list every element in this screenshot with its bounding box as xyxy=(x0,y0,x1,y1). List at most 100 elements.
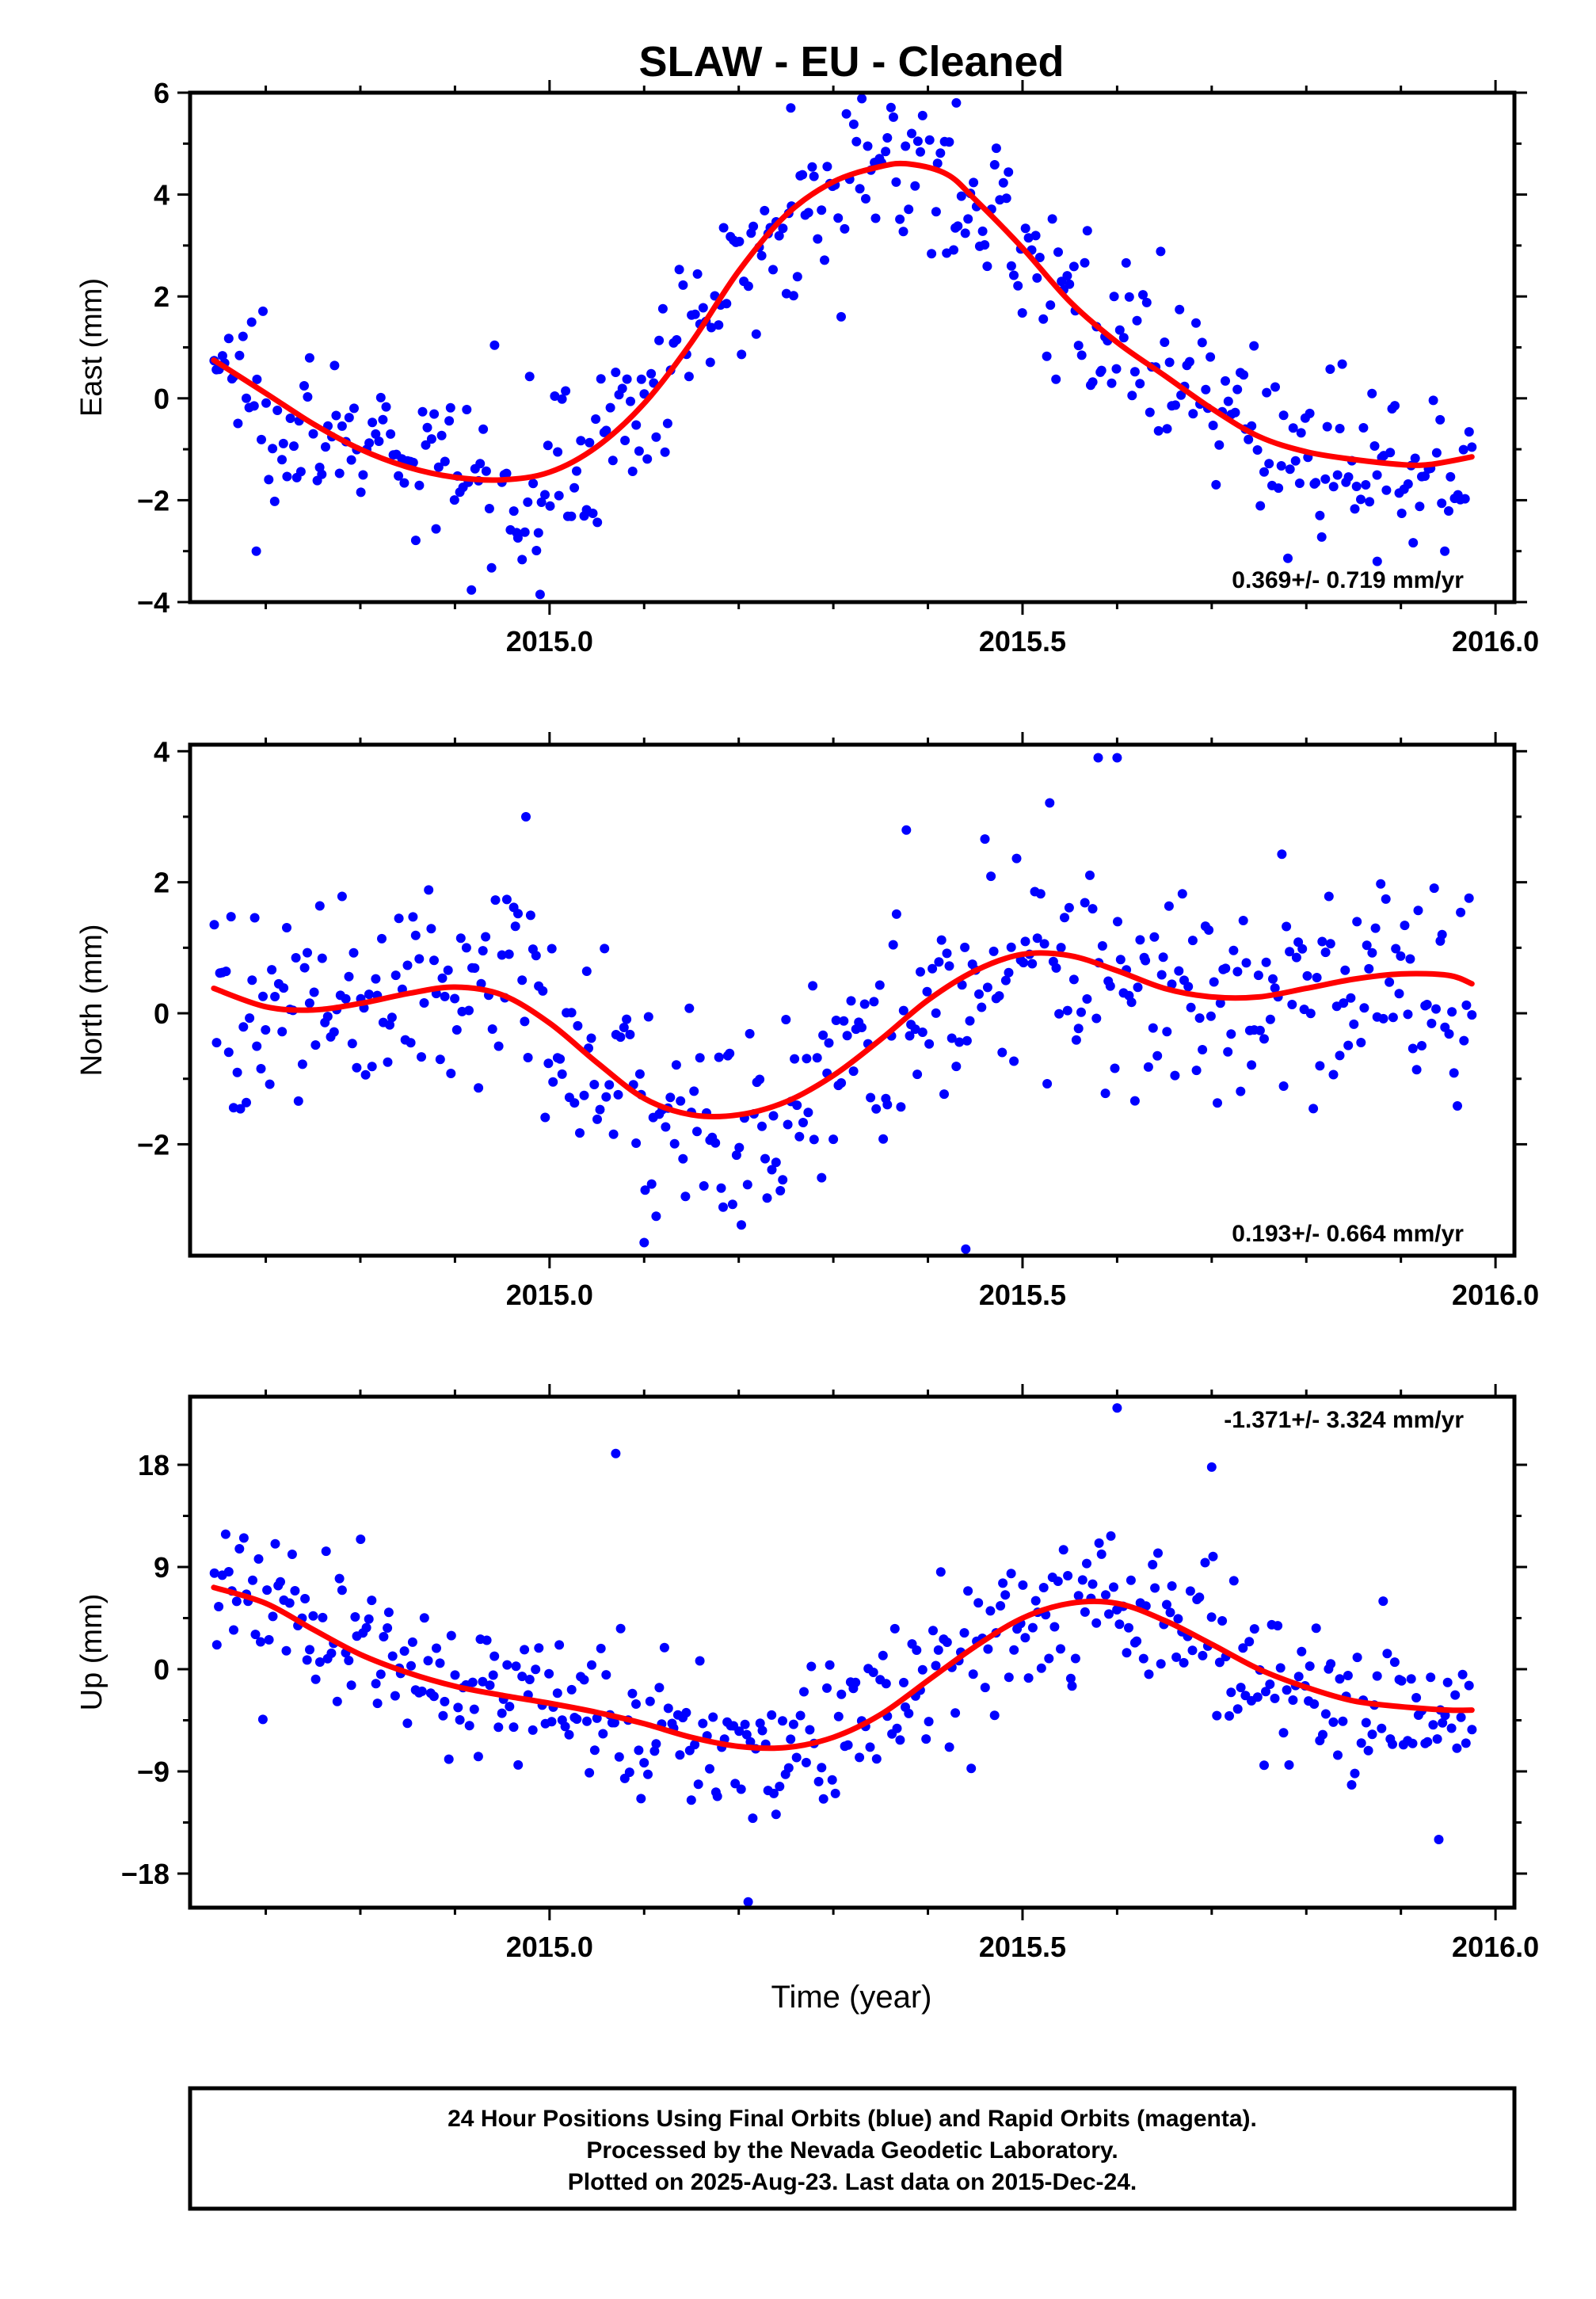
data-point xyxy=(444,1754,454,1764)
data-point xyxy=(640,1185,650,1195)
data-point xyxy=(917,110,928,120)
data-point xyxy=(846,996,856,1006)
data-point xyxy=(1071,1035,1081,1045)
data-point xyxy=(730,1779,741,1789)
data-point xyxy=(1315,510,1325,520)
data-point xyxy=(953,221,963,231)
data-point xyxy=(1228,945,1239,955)
data-point xyxy=(1009,270,1019,280)
data-point xyxy=(969,177,979,188)
data-point xyxy=(1129,1096,1140,1106)
data-point xyxy=(778,1716,787,1726)
data-point xyxy=(828,1134,839,1145)
data-point xyxy=(337,1585,347,1596)
data-point-outlier xyxy=(1093,753,1103,763)
data-point xyxy=(1141,1601,1151,1611)
data-point xyxy=(1297,1646,1307,1657)
data-point xyxy=(547,944,557,954)
data-point xyxy=(252,1041,262,1051)
data-point xyxy=(1450,1690,1461,1700)
data-point xyxy=(308,429,318,439)
data-point xyxy=(1096,1549,1107,1559)
data-point xyxy=(686,1795,696,1805)
x-tick-label: 2015.5 xyxy=(979,1279,1066,1311)
data-point xyxy=(734,1142,745,1153)
data-point xyxy=(238,1533,249,1543)
data-point xyxy=(1160,337,1170,347)
data-point xyxy=(870,213,881,223)
data-point xyxy=(1378,1596,1388,1607)
data-point xyxy=(1091,1013,1102,1024)
data-point xyxy=(1261,957,1271,967)
data-point xyxy=(1335,1050,1345,1061)
data-point xyxy=(805,1725,815,1735)
data-point xyxy=(904,1708,914,1718)
footer-line-3: Plotted on 2025-Aug-23. Last data on 201… xyxy=(568,2169,1137,2195)
data-point xyxy=(998,177,1008,188)
data-point xyxy=(487,1024,497,1034)
data-point xyxy=(245,1013,255,1024)
data-point xyxy=(716,1183,726,1193)
data-point xyxy=(1006,942,1016,952)
data-point xyxy=(790,1054,800,1064)
data-point xyxy=(543,1058,554,1069)
panel-east: 2015.0 2015.5 2016.0 −4 −2 0 2 4 6 East (mm) 0.369… xyxy=(75,77,1539,658)
data-point xyxy=(374,437,384,446)
data-point xyxy=(1277,849,1287,860)
data-point xyxy=(360,1069,371,1080)
data-point xyxy=(367,1596,377,1606)
data-point xyxy=(1056,1644,1065,1654)
data-point xyxy=(798,1118,808,1127)
data-point xyxy=(878,1650,888,1660)
data-point xyxy=(281,1645,291,1656)
data-point xyxy=(435,1054,445,1065)
data-point xyxy=(232,1067,242,1077)
data-point xyxy=(569,482,580,493)
data-point xyxy=(553,447,563,457)
data-point xyxy=(252,374,262,384)
data-point xyxy=(822,162,832,172)
plot-area xyxy=(190,93,1514,602)
data-point xyxy=(619,1023,629,1032)
data-point xyxy=(1053,1577,1063,1586)
data-point xyxy=(1148,1023,1158,1033)
data-point xyxy=(833,213,844,223)
data-point xyxy=(690,1740,700,1750)
data-point xyxy=(270,1538,280,1549)
data-point xyxy=(1194,1013,1205,1024)
data-point xyxy=(249,401,259,411)
data-point xyxy=(705,1763,714,1774)
data-point xyxy=(510,921,520,932)
data-point xyxy=(375,392,386,402)
data-point xyxy=(1132,1636,1142,1646)
data-point xyxy=(436,430,447,440)
data-point xyxy=(977,226,988,236)
data-point xyxy=(1312,973,1322,982)
data-point xyxy=(1044,1653,1054,1664)
data-point xyxy=(1223,396,1233,406)
data-point xyxy=(1358,423,1369,433)
data-point xyxy=(786,1734,796,1744)
data-point xyxy=(1087,904,1098,914)
data-point xyxy=(1118,333,1129,343)
data-point xyxy=(282,471,292,482)
figure-title: SLAW - EU - Cleaned xyxy=(638,38,1064,86)
data-point xyxy=(444,416,455,426)
data-point xyxy=(561,386,571,396)
data-point xyxy=(1141,955,1151,966)
data-point-outlier xyxy=(535,589,545,600)
data-point xyxy=(1337,359,1347,369)
data-point xyxy=(663,1703,673,1714)
data-point xyxy=(540,1112,550,1123)
data-point xyxy=(1333,1750,1343,1760)
data-point xyxy=(1274,483,1284,494)
data-point xyxy=(771,1809,781,1820)
data-point xyxy=(1343,1040,1354,1050)
data-point xyxy=(705,357,715,368)
data-point xyxy=(608,456,618,466)
data-point xyxy=(592,1713,602,1723)
x-tick-label: 2016.0 xyxy=(1452,625,1539,658)
data-point xyxy=(912,1645,922,1655)
data-point xyxy=(261,398,271,408)
